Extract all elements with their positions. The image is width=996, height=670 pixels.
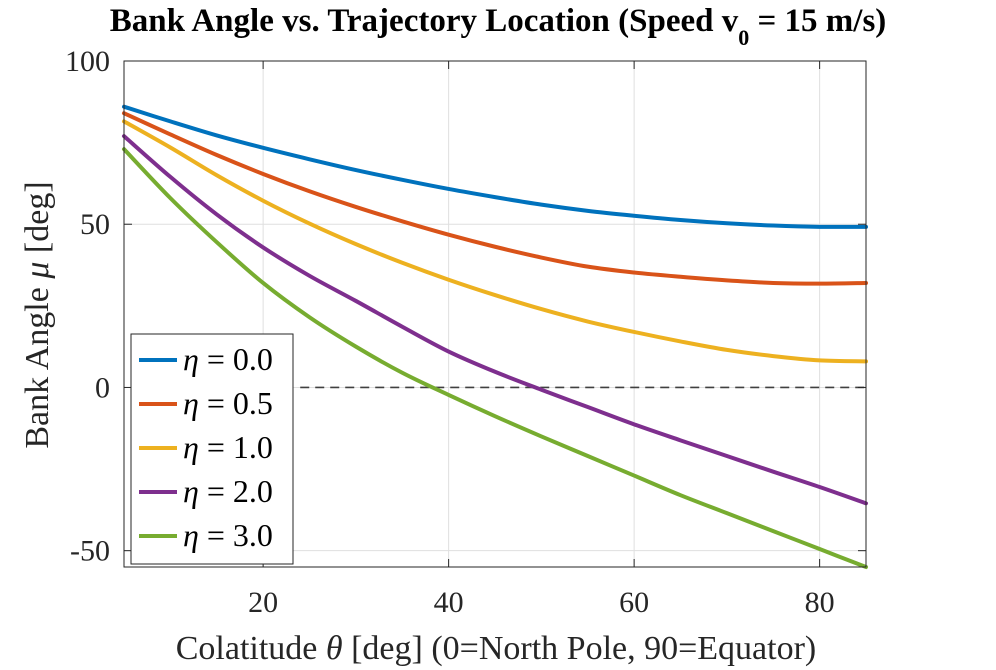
x-tick-label: 40	[434, 586, 464, 619]
legend-label-0: η = 0.0	[183, 341, 273, 377]
x-tick-label: 20	[248, 586, 278, 619]
legend-label-1: η = 0.5	[183, 385, 273, 421]
series-group	[122, 104, 868, 569]
series-line-1	[122, 111, 868, 286]
y-tick-label: 50	[80, 208, 110, 241]
series-line-4	[122, 147, 868, 569]
legend-label-3: η = 2.0	[183, 473, 273, 509]
chart-title: Bank Angle vs. Trajectory Location (Spee…	[110, 3, 887, 50]
legend: η = 0.0 η = 0.5 η = 1.0 η = 2.0 η = 3.0	[130, 333, 294, 565]
y-tick-label: -50	[70, 535, 110, 568]
x-tick-label: 80	[805, 586, 835, 619]
x-tick-label: 60	[619, 586, 649, 619]
ticks	[124, 60, 866, 567]
tick-labels: 20 40 60 80 100 50 0 -50	[65, 45, 835, 619]
series-line-3	[122, 134, 868, 506]
y-axis-label: Bank Angle μ [deg]	[19, 181, 56, 448]
y-tick-label: 0	[95, 371, 110, 404]
series-line-0	[122, 104, 868, 229]
legend-label-2: η = 1.0	[183, 429, 273, 465]
axes-frame	[123, 60, 867, 568]
y-tick-label: 100	[65, 45, 110, 78]
series-line-2	[122, 119, 868, 364]
x-axis-label: Colatitude θ [deg] (0=North Pole, 90=Equ…	[176, 630, 817, 667]
legend-label-4: η = 3.0	[183, 517, 273, 553]
